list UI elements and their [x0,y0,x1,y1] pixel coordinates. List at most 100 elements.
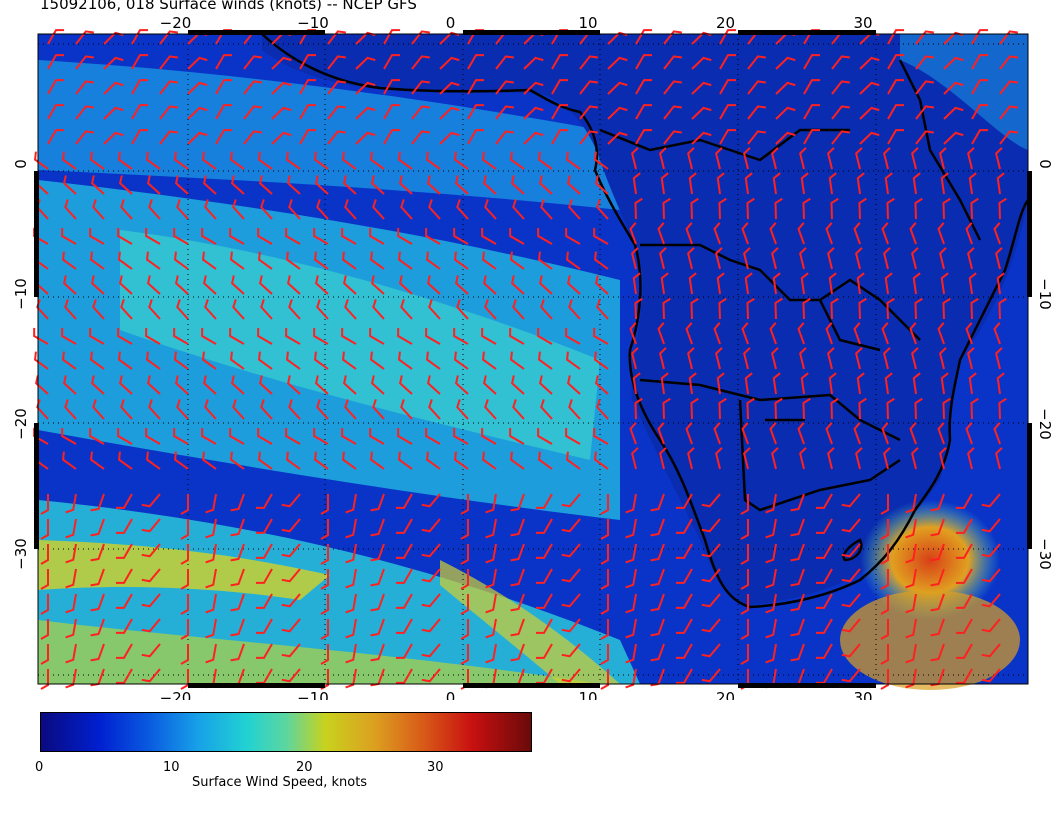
wind-barb [65,518,77,539]
wind-barb [537,227,553,245]
wind-barb [173,327,189,345]
wind-barb [688,272,697,295]
wind-barb [299,54,317,70]
wind-barb [662,297,671,320]
wind-barb [355,81,376,95]
wind-barb [400,199,413,220]
wind-barb [565,427,581,445]
wind-barb [634,397,643,420]
wind-barb [481,427,497,445]
wind-barb [173,227,189,245]
wind-barb [509,451,525,470]
wind-barb [425,151,441,170]
wind-barb [799,347,807,370]
wind-barb [993,222,1001,245]
wind-barb [512,299,525,320]
wind-barb [345,493,357,514]
wind-barb [775,81,796,95]
wind-barb [746,297,755,320]
wind-barb [567,275,581,295]
wind-barb [911,447,919,470]
wind-barb [993,422,1001,445]
wind-barb [551,54,569,70]
wind-barb [551,129,569,145]
wind-barb [716,172,725,195]
wind-barb [281,543,301,558]
wind-barb [600,494,609,515]
wind-barb [320,594,329,615]
wind-barb [827,147,835,170]
wind-barb [856,272,865,295]
wind-speed-field [38,34,1028,690]
wind-barb [859,106,880,120]
wind-barb [271,81,292,95]
wind-barb [285,151,301,170]
wind-barb [884,172,893,195]
wind-barb [568,399,581,420]
wind-barb [460,519,469,540]
wind-barb [930,493,945,512]
wind-barb [663,80,682,95]
wind-barb [657,222,665,245]
wind-barb [372,299,385,320]
wind-barb [998,197,1007,220]
wind-barb [495,80,514,95]
wind-barb [115,593,133,609]
wind-barb [523,56,544,70]
wind-barb [691,81,712,95]
wind-barb [344,299,357,320]
wind-barb [485,593,497,614]
wind-barb [89,251,105,270]
wind-barb [460,644,469,665]
wind-barb [61,151,77,170]
wind-barb [827,347,835,370]
wind-barb [827,447,835,470]
wind-barb [691,131,712,145]
wind-barb [650,518,665,537]
wind-barb [411,105,430,120]
wind-barb [855,447,863,470]
wind-barb [995,147,1003,170]
wind-barb [881,222,889,245]
wind-barb [439,56,460,70]
wind-barb [395,543,413,559]
wind-barb [485,568,497,589]
wind-barb [625,618,637,639]
wind-barb [421,568,441,583]
wind-barb [131,129,149,145]
wind-barb [397,427,413,445]
wind-barb [905,543,917,564]
wind-barb [145,451,161,470]
wind-barb [797,222,805,245]
wind-barb [881,422,889,445]
wind-barb [369,227,385,245]
wind-barb [255,543,273,559]
wind-barb [713,222,721,245]
wind-barb [40,594,49,615]
wind-barb [995,247,1003,270]
wind-barb [634,197,643,220]
wind-barb [509,227,525,245]
wind-barb [65,668,77,689]
wind-barb [825,422,833,445]
wind-barb [650,543,665,562]
wind-barb [63,275,77,295]
wind-barb [688,172,697,195]
wind-barb [313,151,329,170]
wind-barb [61,327,77,345]
lon-tick-label-bottom: 30 [853,689,872,700]
lat-tick-label-right: −10 [1036,278,1054,310]
wind-barb [355,131,376,145]
wind-barb [930,568,945,587]
wind-barb [955,618,973,634]
wind-barb [981,643,1001,658]
wind-barb [232,399,245,420]
wind-barb [880,519,889,540]
wind-barb [537,251,553,270]
wind-barb [815,543,833,559]
wind-barb [229,151,245,170]
lon-tick-label-bottom: 10 [578,689,597,700]
wind-barb [395,668,413,684]
wind-barb [243,80,262,95]
wind-barb [741,422,749,445]
